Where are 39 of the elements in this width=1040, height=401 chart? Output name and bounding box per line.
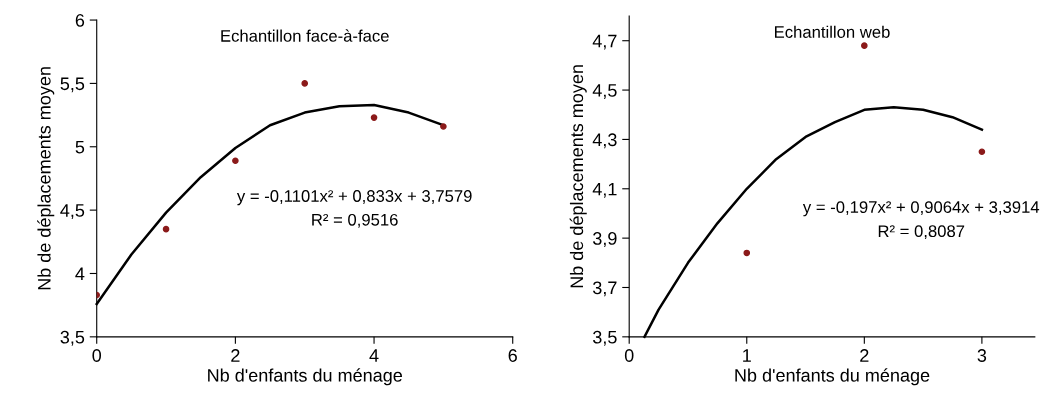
x-tick-label: 4 <box>369 349 379 362</box>
point <box>440 123 447 130</box>
x-tick-label: 6 <box>508 349 517 362</box>
y-tick-label: 4,3 <box>592 133 617 149</box>
y-tick-label: 3,7 <box>592 281 617 297</box>
y-tick-label: 5 <box>75 140 85 154</box>
y-axis-title: Nb de déplacements moyen <box>37 67 55 290</box>
x-tick-label: 3 <box>977 349 987 362</box>
y-tick-label: 4,1 <box>592 182 617 198</box>
y-tick-label: 3,9 <box>592 232 617 247</box>
point <box>978 148 986 156</box>
annotation: y = -0,1101x² + 0,833x + 3,7579 <box>236 190 472 206</box>
y-tick-label: 3,5 <box>592 330 617 346</box>
point <box>301 80 309 87</box>
annotation: R² = 0,8087 <box>878 225 965 240</box>
y-tick-label: 4,5 <box>592 84 617 99</box>
point <box>232 157 239 164</box>
point <box>861 42 868 49</box>
x-axis-title: Nb d'enfants du ménage <box>735 368 930 386</box>
y-tick-label: 4,7 <box>592 34 617 50</box>
point <box>743 249 751 257</box>
x-tick-label: 2 <box>860 349 869 362</box>
point <box>370 114 378 121</box>
y-tick-label: 5,5 <box>60 77 85 93</box>
x-tick-label: 1 <box>743 349 751 362</box>
x-tick-label: 0 <box>624 349 634 362</box>
chart-title: Echantillon face-à-face <box>221 29 389 42</box>
y-tick-label: 4 <box>75 267 85 281</box>
annotation: R² = 0,9516 <box>312 213 398 228</box>
annotation: y = -0,197x² + 0,9064x + 3,3914 <box>802 201 1040 217</box>
y-axis-title: Nb de déplacements moyen <box>569 65 587 288</box>
y-tick-label: 6 <box>75 13 85 27</box>
point <box>162 225 170 233</box>
chart-title: Echantillon web <box>775 25 890 38</box>
y-tick-label: 4,5 <box>60 204 85 219</box>
x-axis-title: Nb d'enfants du ménage <box>208 368 403 386</box>
x-tick-label: 0 <box>92 349 102 362</box>
y-tick-label: 3,5 <box>60 330 85 346</box>
x-tick-label: 2 <box>231 349 240 362</box>
